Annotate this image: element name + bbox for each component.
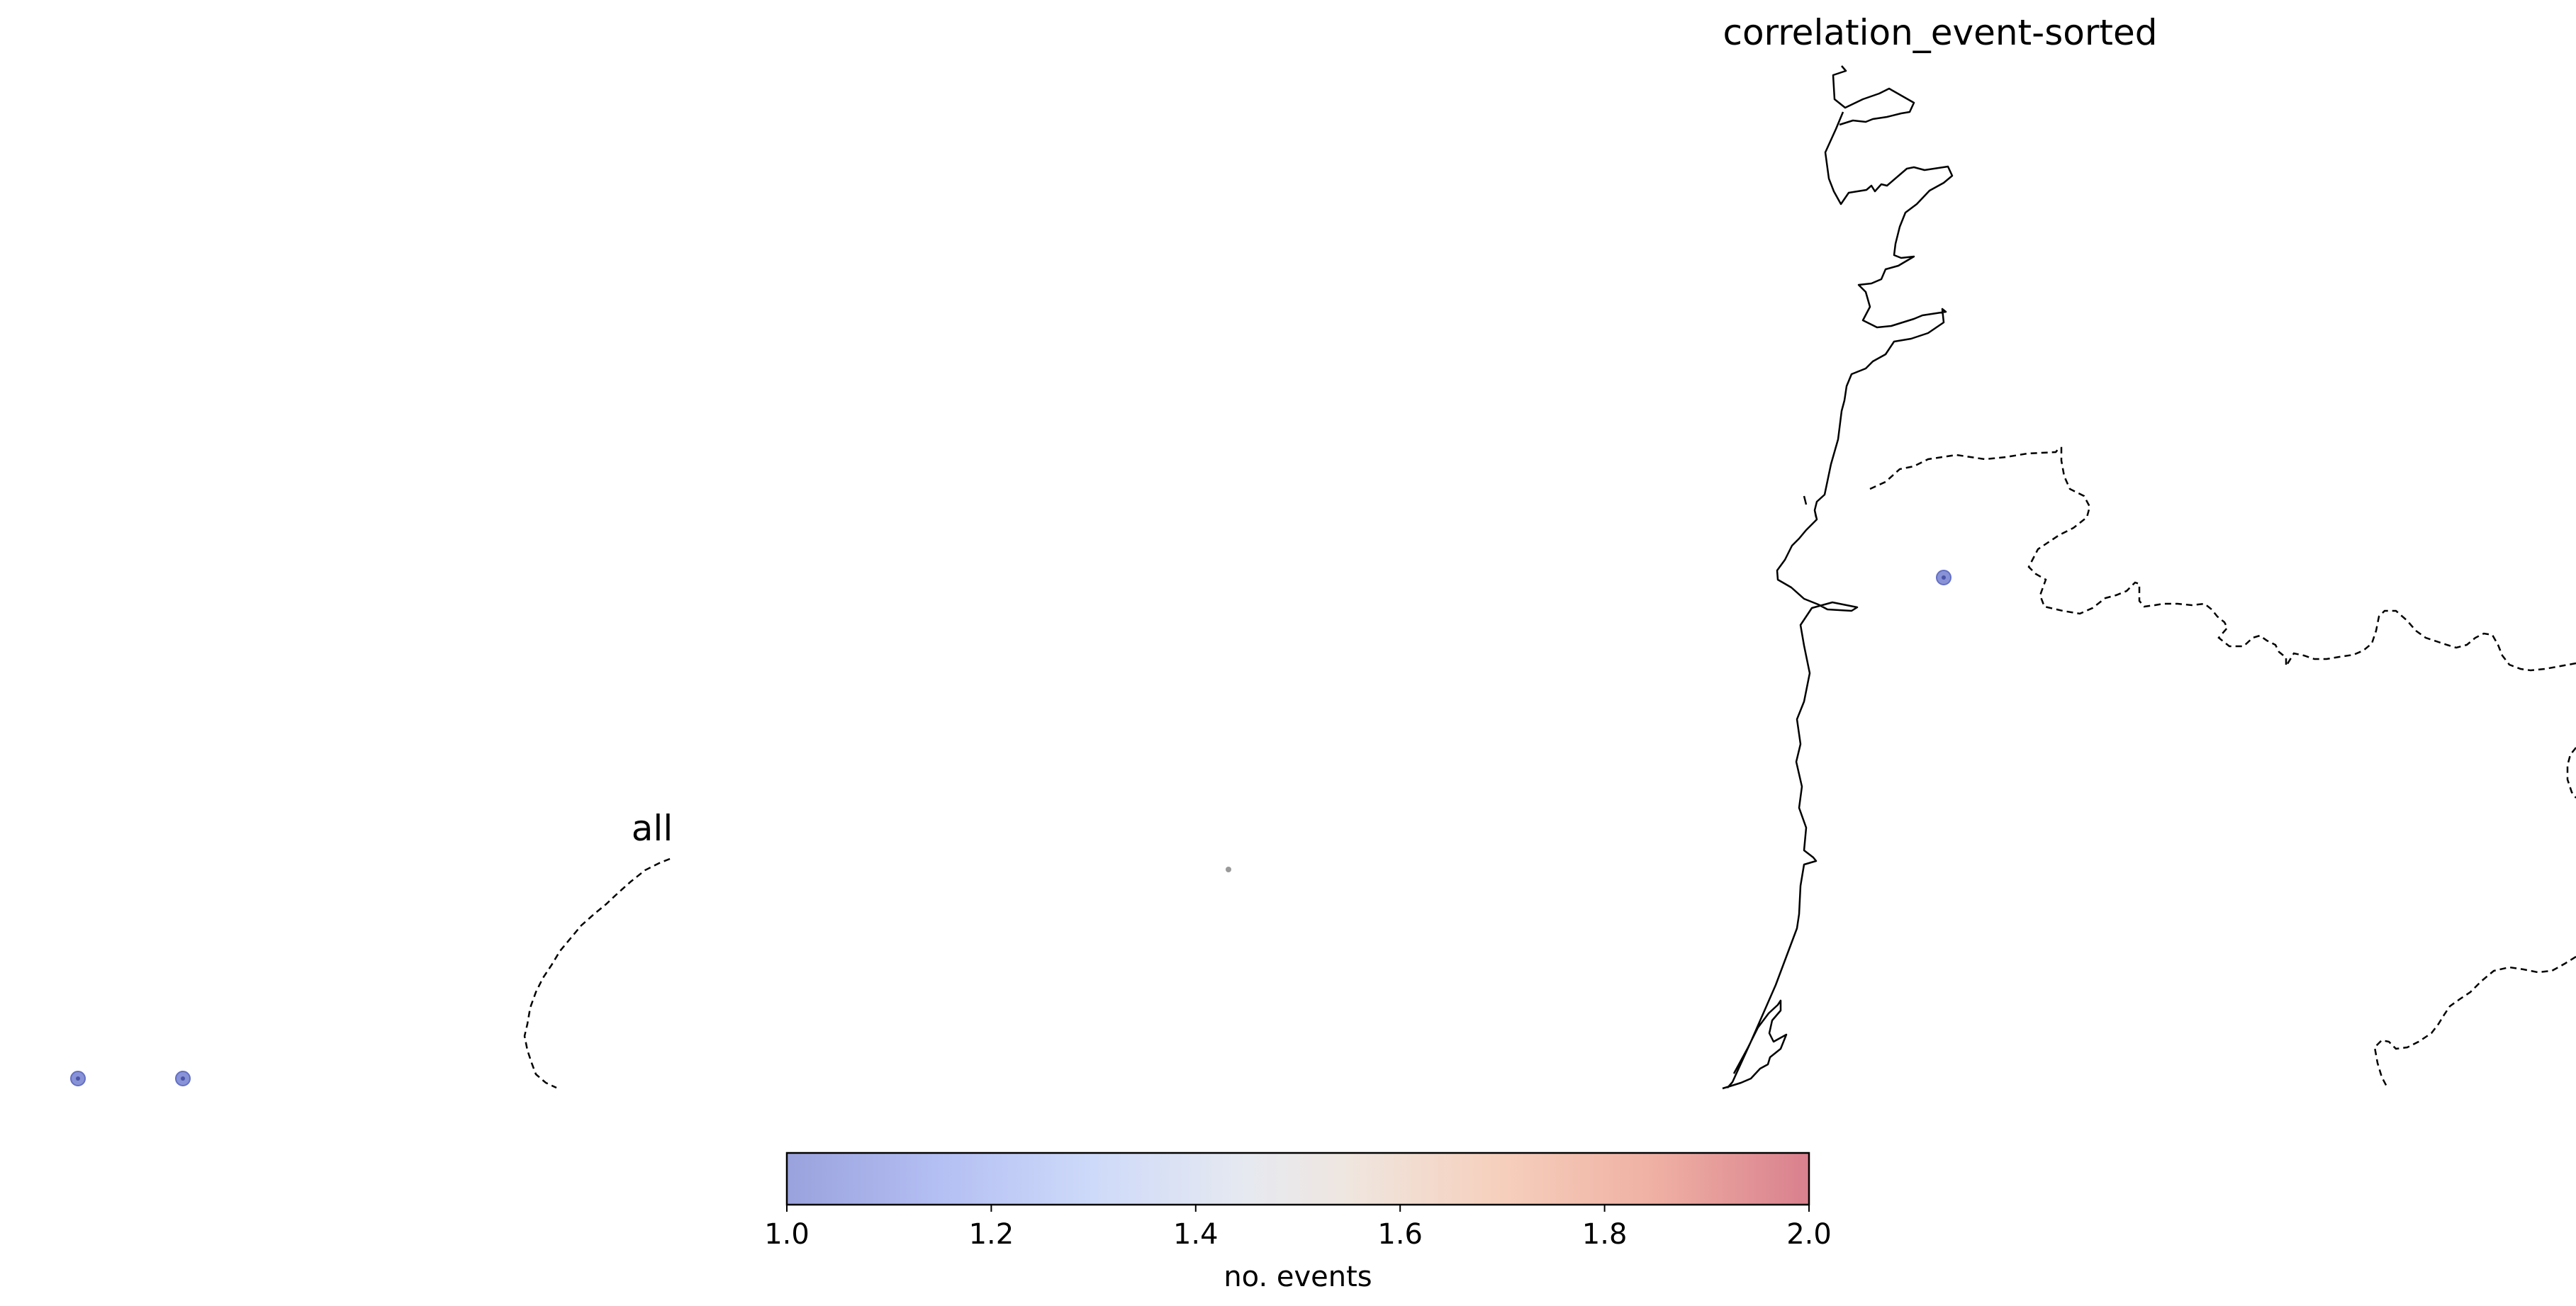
colorbar-tick-label: 2.0: [1786, 1218, 1832, 1251]
border-line-north: [1869, 446, 2576, 672]
coastline: [1722, 65, 1954, 1090]
colorbar-ticks: 1.0 1.2 1.4 1.6 1.8 2.0: [764, 1205, 1832, 1251]
border-line-south: [2373, 955, 2576, 1088]
markers-right: [1936, 570, 1951, 585]
colorbar-tick-label: 1.2: [969, 1218, 1014, 1251]
event-marker-center: [1942, 575, 1946, 580]
panel-title-right: correlation_event-sorted: [1723, 12, 2157, 53]
colorbar-tick-label: 1.8: [1582, 1218, 1628, 1251]
colorbar-tick-label: 1.0: [764, 1218, 810, 1251]
border-line-west: [523, 857, 671, 1089]
colorbar: 1.0 1.2 1.4 1.6 1.8 2.0 no. events: [764, 1152, 1832, 1293]
colorbar-gradient: [785, 1152, 1810, 1206]
colorbar-label: no. events: [1223, 1261, 1372, 1293]
markers-left: [70, 1071, 191, 1086]
small-point-marker: [1226, 867, 1231, 872]
event-marker-center: [76, 1076, 80, 1081]
colorbar-tick-label: 1.6: [1377, 1218, 1423, 1251]
panel-correlation-event-sorted: correlation_event-sorted: [1722, 12, 2576, 1090]
event-marker-center: [181, 1076, 185, 1081]
border-line-east: [2566, 747, 2576, 799]
panel-all: all: [70, 808, 1231, 1089]
panel-title-left: all: [632, 808, 673, 849]
colorbar-tick-label: 1.4: [1173, 1218, 1219, 1251]
